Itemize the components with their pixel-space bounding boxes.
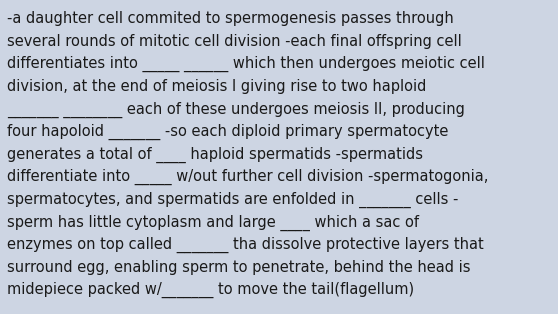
Text: -a daughter cell commited to spermogenesis passes through: -a daughter cell commited to spermogenes… bbox=[7, 11, 454, 26]
Text: midepiece packed w/_______ to move the tail(flagellum): midepiece packed w/_______ to move the t… bbox=[7, 282, 414, 299]
Text: enzymes on top called _______ tha dissolve protective layers that: enzymes on top called _______ tha dissol… bbox=[7, 237, 483, 253]
Text: generates a total of ____ haploid spermatids -spermatids: generates a total of ____ haploid sperma… bbox=[7, 147, 423, 163]
Text: division, at the end of meiosis I giving rise to two haploid: division, at the end of meiosis I giving… bbox=[7, 79, 426, 94]
Text: several rounds of mitotic cell division -each final offspring cell: several rounds of mitotic cell division … bbox=[7, 34, 461, 49]
Text: differentiates into _____ ______ which then undergoes meiotic cell: differentiates into _____ ______ which t… bbox=[7, 56, 484, 73]
Text: _______ ________ each of these undergoes meiosis II, producing: _______ ________ each of these undergoes… bbox=[7, 101, 465, 118]
Text: four hapoloid _______ -so each diploid primary spermatocyte: four hapoloid _______ -so each diploid p… bbox=[7, 124, 448, 140]
Text: surround egg, enabling sperm to penetrate, behind the head is: surround egg, enabling sperm to penetrat… bbox=[7, 260, 470, 275]
Text: spermatocytes, and spermatids are enfolded in _______ cells -: spermatocytes, and spermatids are enfold… bbox=[7, 192, 458, 208]
Text: differentiate into _____ w/out further cell division -spermatogonia,: differentiate into _____ w/out further c… bbox=[7, 169, 488, 186]
Text: sperm has little cytoplasm and large ____ which a sac of: sperm has little cytoplasm and large ___… bbox=[7, 214, 418, 231]
